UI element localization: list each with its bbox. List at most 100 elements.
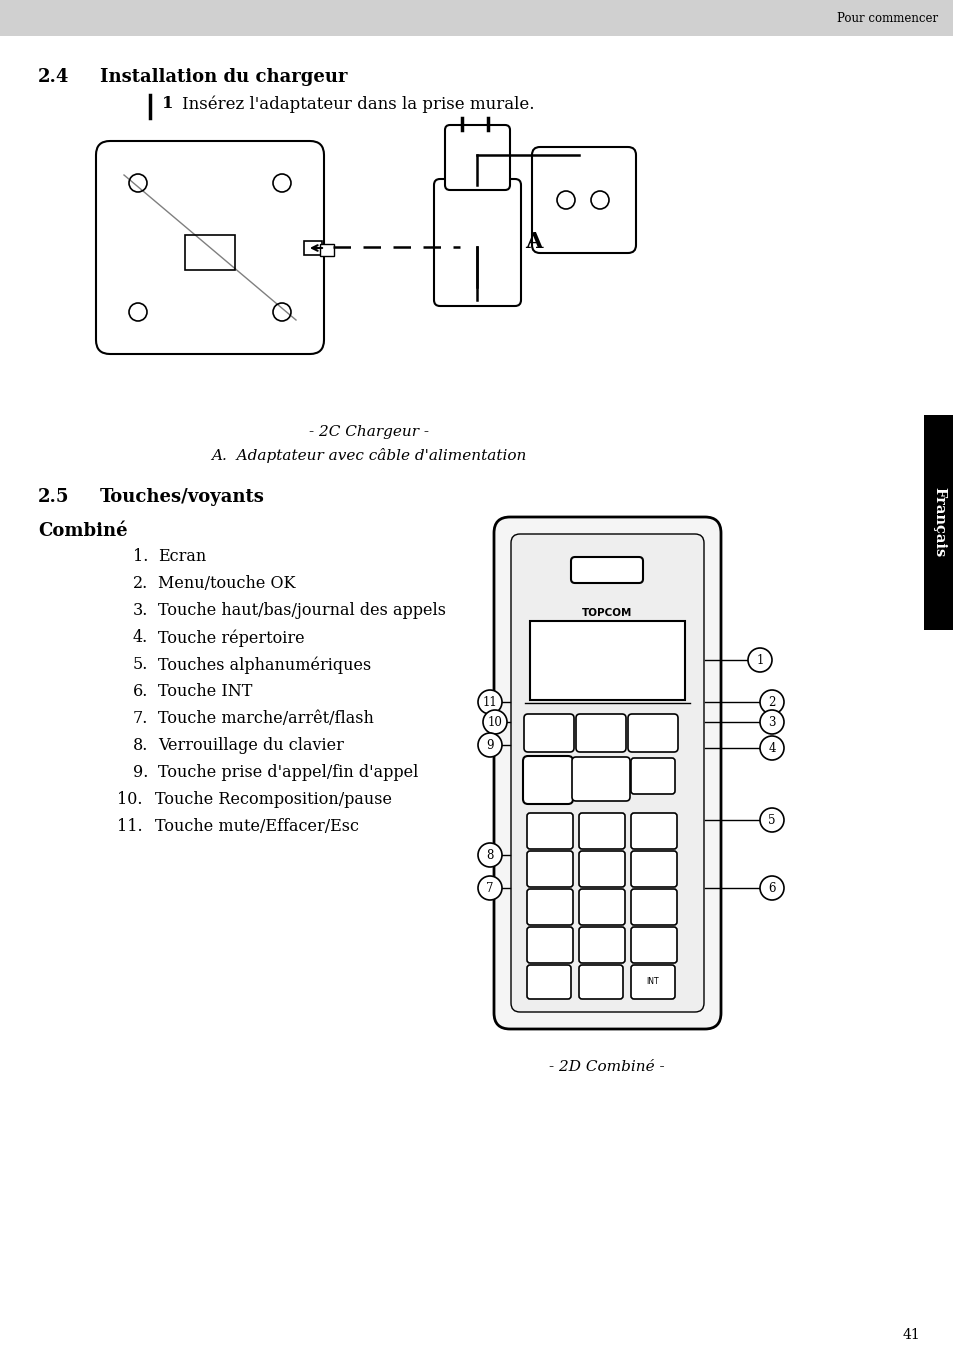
Circle shape (273, 303, 291, 321)
FancyBboxPatch shape (572, 756, 629, 801)
FancyBboxPatch shape (630, 851, 677, 888)
Circle shape (129, 303, 147, 321)
FancyBboxPatch shape (576, 714, 625, 752)
FancyBboxPatch shape (630, 965, 675, 999)
FancyBboxPatch shape (522, 756, 573, 804)
Text: 1.: 1. (132, 548, 148, 566)
Circle shape (477, 690, 501, 714)
FancyBboxPatch shape (630, 889, 677, 925)
Text: Ecran: Ecran (158, 548, 206, 566)
FancyBboxPatch shape (319, 244, 334, 256)
Text: 41: 41 (902, 1329, 919, 1342)
Text: Insérez l'adaptateur dans la prise murale.: Insérez l'adaptateur dans la prise mural… (182, 95, 534, 112)
Text: 10.: 10. (117, 792, 143, 808)
FancyBboxPatch shape (526, 851, 573, 888)
Text: A.  Adaptateur avec câble d'alimentation: A. Adaptateur avec câble d'alimentation (212, 448, 526, 463)
Text: Menu/touche OK: Menu/touche OK (158, 575, 295, 593)
Circle shape (557, 191, 575, 208)
FancyBboxPatch shape (630, 927, 677, 963)
Text: Installation du chargeur: Installation du chargeur (100, 68, 347, 87)
Text: 5.: 5. (132, 656, 148, 672)
FancyBboxPatch shape (511, 534, 703, 1012)
FancyBboxPatch shape (494, 517, 720, 1030)
FancyBboxPatch shape (530, 621, 684, 700)
FancyBboxPatch shape (526, 813, 573, 848)
Text: 3.: 3. (132, 602, 148, 620)
Bar (185, 235, 234, 271)
Bar (923, 415, 953, 630)
Text: 8.: 8. (132, 737, 148, 754)
Bar (0, 0, 953, 37)
Text: 5: 5 (767, 813, 775, 827)
Text: Pour commencer: Pour commencer (836, 11, 937, 24)
Text: 1: 1 (162, 95, 173, 112)
Circle shape (477, 875, 501, 900)
FancyBboxPatch shape (630, 813, 677, 848)
Text: 4.: 4. (132, 629, 148, 645)
FancyBboxPatch shape (434, 179, 520, 306)
Circle shape (129, 175, 147, 192)
Text: 7.: 7. (132, 710, 148, 727)
Text: 2.4: 2.4 (38, 68, 70, 87)
FancyBboxPatch shape (532, 147, 636, 253)
Text: 10: 10 (487, 716, 502, 728)
Text: Touche INT: Touche INT (158, 683, 253, 700)
FancyBboxPatch shape (96, 141, 324, 354)
Circle shape (590, 191, 608, 208)
Text: TOPCOM: TOPCOM (581, 607, 632, 618)
Circle shape (760, 690, 783, 714)
FancyBboxPatch shape (578, 813, 624, 848)
FancyBboxPatch shape (578, 889, 624, 925)
Text: 3: 3 (767, 716, 775, 728)
Text: 9.: 9. (132, 764, 148, 781)
FancyBboxPatch shape (627, 714, 678, 752)
FancyBboxPatch shape (444, 124, 510, 189)
Text: 11: 11 (482, 695, 497, 709)
Text: 7: 7 (486, 882, 494, 894)
Circle shape (273, 175, 291, 192)
FancyBboxPatch shape (526, 927, 573, 963)
Text: - 2C Chargeur -: - 2C Chargeur - (309, 425, 429, 438)
Circle shape (477, 843, 501, 867)
Text: Touche mute/Effacer/Esc: Touche mute/Effacer/Esc (154, 819, 358, 835)
Text: Verrouillage du clavier: Verrouillage du clavier (158, 737, 343, 754)
Text: 4: 4 (767, 741, 775, 755)
FancyBboxPatch shape (578, 851, 624, 888)
Text: Français: Français (931, 487, 945, 557)
Text: Touche Recomposition/pause: Touche Recomposition/pause (154, 792, 392, 808)
Text: - 2D Combiné -: - 2D Combiné - (549, 1059, 664, 1074)
Circle shape (477, 733, 501, 756)
Circle shape (760, 875, 783, 900)
Text: Touches alphanumériques: Touches alphanumériques (158, 656, 371, 674)
FancyBboxPatch shape (523, 714, 574, 752)
Text: 2.: 2. (132, 575, 148, 593)
Circle shape (760, 808, 783, 832)
FancyBboxPatch shape (578, 927, 624, 963)
FancyBboxPatch shape (526, 965, 571, 999)
Text: 2: 2 (767, 695, 775, 709)
Text: Touche répertoire: Touche répertoire (158, 629, 304, 647)
Circle shape (760, 710, 783, 733)
Text: 2.5: 2.5 (38, 488, 70, 506)
Text: Touche prise d'appel/fin d'appel: Touche prise d'appel/fin d'appel (158, 764, 418, 781)
Text: Touche haut/bas/journal des appels: Touche haut/bas/journal des appels (158, 602, 446, 620)
FancyBboxPatch shape (571, 557, 642, 583)
Circle shape (760, 736, 783, 760)
Text: 1: 1 (756, 653, 763, 667)
Text: INT: INT (646, 977, 659, 986)
Text: 6.: 6. (132, 683, 148, 700)
Text: Touche marche/arrêt/flash: Touche marche/arrêt/flash (158, 710, 374, 727)
FancyBboxPatch shape (526, 889, 573, 925)
Text: Combiné: Combiné (38, 522, 128, 540)
Circle shape (747, 648, 771, 672)
Text: 9: 9 (486, 739, 494, 751)
Text: 11.: 11. (117, 819, 143, 835)
Text: 8: 8 (486, 848, 493, 862)
Text: A: A (524, 231, 542, 253)
Circle shape (482, 710, 506, 733)
FancyBboxPatch shape (630, 758, 675, 794)
FancyBboxPatch shape (304, 241, 322, 254)
FancyBboxPatch shape (578, 965, 622, 999)
Text: Touches/voyants: Touches/voyants (100, 488, 265, 506)
Text: 6: 6 (767, 882, 775, 894)
